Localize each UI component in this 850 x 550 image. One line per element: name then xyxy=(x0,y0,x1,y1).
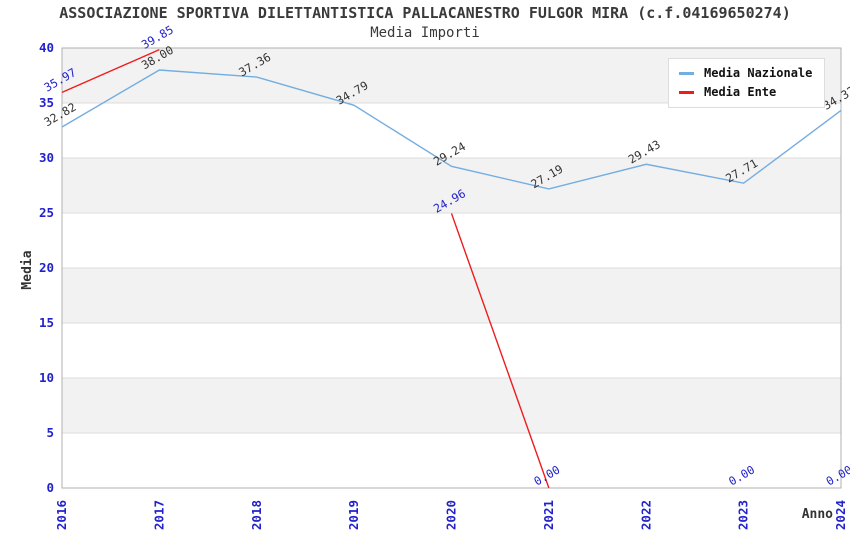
y-tick-label: 35 xyxy=(39,95,54,110)
line-media-nazionale xyxy=(61,69,842,190)
media-ente-line-swatch xyxy=(679,90,694,94)
legend-label-media-ente: Media Ente xyxy=(704,85,777,99)
y-tick-label: 10 xyxy=(39,370,54,385)
x-tick-label: 2023 xyxy=(736,500,751,530)
plot-border xyxy=(61,47,842,489)
x-tick-label: 2024 xyxy=(833,500,848,530)
x-tick-label: 2018 xyxy=(249,500,264,530)
legend-label-media-nazionale: Media Nazionale xyxy=(704,66,813,80)
y-tick-label: 40 xyxy=(39,40,54,55)
x-tick-label: 2017 xyxy=(151,500,166,530)
background-band xyxy=(62,268,841,323)
y-axis-label: Media xyxy=(20,250,35,289)
legend-item-media-ente: Media Ente xyxy=(679,86,812,98)
line-media-ente xyxy=(450,213,550,489)
x-tick-label: 2022 xyxy=(638,500,653,530)
x-axis-label: Anno xyxy=(802,507,833,522)
x-tick-label: 2019 xyxy=(346,500,361,530)
x-tick-label: 2020 xyxy=(444,500,459,530)
chart-title: ASSOCIAZIONE SPORTIVA DILETTANTISTICA PA… xyxy=(59,4,791,22)
legend: Media Nazionale Media Ente xyxy=(668,58,826,108)
y-tick-label: 25 xyxy=(39,205,54,220)
x-tick-label: 2016 xyxy=(54,500,69,530)
y-tick-label: 30 xyxy=(39,150,54,165)
background-band xyxy=(62,378,841,433)
x-tick-label: 2021 xyxy=(541,500,556,530)
y-tick-label: 15 xyxy=(39,315,54,330)
y-tick-label: 5 xyxy=(46,425,54,440)
chart-subtitle: Media Importi xyxy=(370,25,480,41)
line-media-ente xyxy=(61,49,160,93)
legend-item-media-nazionale: Media Nazionale xyxy=(679,67,812,79)
y-tick-label: 0 xyxy=(46,480,54,495)
data-label-media-ente: 0.00 xyxy=(531,463,562,489)
media-nazionale-line-swatch xyxy=(679,71,694,75)
data-label-media-ente: 0.00 xyxy=(824,463,850,489)
y-tick-label: 20 xyxy=(39,260,54,275)
data-label-media-ente: 0.00 xyxy=(726,463,757,489)
background-band xyxy=(62,158,841,213)
